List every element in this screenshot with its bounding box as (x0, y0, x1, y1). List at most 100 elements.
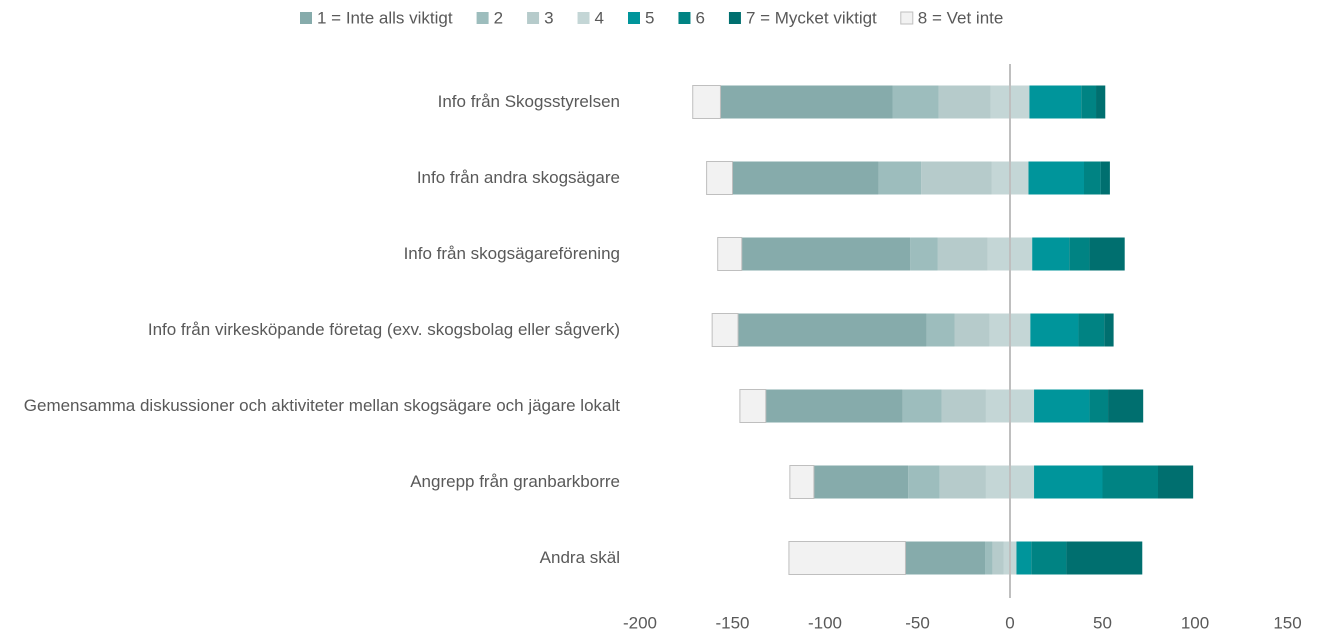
legend-label: 7 = Mycket viktigt (746, 8, 877, 27)
bar-segment (892, 85, 939, 119)
bar-segment (1010, 313, 1031, 347)
bar-segment (990, 85, 1010, 119)
bar-segment (1010, 389, 1035, 423)
category-label: Info från Skogsstyrelsen (5, 72, 620, 132)
x-tick-label: -200 (623, 613, 657, 632)
bar-segment (1010, 541, 1017, 575)
bar-segment (941, 389, 986, 423)
bar-segment (1034, 389, 1090, 423)
bar-segment (1016, 541, 1032, 575)
legend-label: 6 (695, 8, 704, 27)
bar-segment (1081, 85, 1097, 119)
bar-segment (926, 313, 955, 347)
category-label: Info från skogsägareförening (5, 224, 620, 284)
bar-segment (1031, 541, 1067, 575)
bar-segment (1096, 85, 1106, 119)
bar-segment (908, 465, 940, 499)
x-tick-label: -100 (808, 613, 842, 632)
bar-segment (732, 161, 879, 195)
bar-segment (789, 465, 815, 499)
bar-segment (1010, 237, 1033, 271)
category-label: Andra skäl (5, 528, 620, 588)
legend-label: 4 (595, 8, 604, 27)
legend-swatch (900, 11, 914, 25)
bar-segment (921, 161, 992, 195)
bar-segment (717, 237, 743, 271)
legend-swatch (678, 12, 691, 24)
bar-segment (954, 313, 990, 347)
bar-segment (738, 313, 927, 347)
bar-segment (1089, 389, 1109, 423)
category-text: Info från virkesköpande företag (exv. sk… (147, 320, 620, 339)
category-label: Gemensamma diskussioner och aktiviteter … (5, 376, 620, 436)
category-text: Info från skogsägareförening (403, 244, 620, 263)
bar-segment (905, 541, 986, 575)
bar-segment (765, 389, 903, 423)
bar-segment (711, 313, 739, 347)
bar-segment (937, 237, 988, 271)
legend-swatch (728, 12, 741, 24)
bar-segment (1030, 313, 1079, 347)
bar-segment (992, 541, 1004, 575)
bar-segment (1032, 237, 1070, 271)
bar-segment (1003, 541, 1010, 575)
bar-segment (910, 237, 938, 271)
bar-segment (902, 389, 942, 423)
legend-label: 2 (494, 8, 503, 27)
x-tick-label: -50 (905, 613, 930, 632)
bar-segment (1104, 313, 1114, 347)
bar-segment (1010, 161, 1029, 195)
bar-segment (692, 85, 721, 119)
bar-segment (1029, 85, 1082, 119)
x-tick-label: 0 (1005, 613, 1014, 632)
x-tick-label: 50 (1093, 613, 1112, 632)
bar-segment (991, 161, 1010, 195)
bar-segment (741, 237, 911, 271)
bar-segment (1089, 237, 1125, 271)
x-tick-label: 100 (1181, 613, 1209, 632)
bar-segment (985, 541, 993, 575)
legend-label: 3 (544, 8, 553, 27)
bar-segment (989, 313, 1010, 347)
bar-segment (1010, 465, 1035, 499)
bar-segment (813, 465, 909, 499)
bar-segment (788, 541, 906, 575)
category-text: Info från andra skogsägare (416, 168, 620, 187)
category-text: Info från Skogsstyrelsen (437, 92, 620, 111)
x-tick-label: 150 (1273, 613, 1301, 632)
bar-segment (987, 237, 1010, 271)
bar-segment (1028, 161, 1084, 195)
legend-swatch (476, 12, 489, 24)
bar-segment (985, 389, 1010, 423)
bar-segment (1034, 465, 1103, 499)
bar-segment (1100, 161, 1110, 195)
category-text: Angrepp från granbarkborre (410, 472, 620, 491)
bar-segment (1102, 465, 1158, 499)
legend-swatch (577, 12, 590, 24)
bar-segment (1010, 85, 1030, 119)
category-label: Angrepp från granbarkborre (5, 452, 620, 512)
bar-segment (1066, 541, 1143, 575)
bar-segment (1084, 161, 1101, 195)
legend-label: 8 = Vet inte (918, 8, 1004, 27)
bar-segment (1069, 237, 1090, 271)
legend-swatch (628, 12, 640, 24)
bar-segment (985, 465, 1010, 499)
category-text: Gemensamma diskussioner och aktiviteter … (23, 396, 620, 415)
x-tick-label: -150 (715, 613, 749, 632)
bar-segment (1078, 313, 1105, 347)
bar-segment (739, 389, 767, 423)
legend-label: 5 (645, 8, 654, 27)
category-text: Andra skäl (539, 548, 620, 567)
bar-segment (720, 85, 893, 119)
category-label: Info från andra skogsägare (5, 148, 620, 208)
bar-segment (878, 161, 922, 195)
legend-swatch (527, 12, 540, 24)
category-label: Info från virkesköpande företag (exv. sk… (5, 300, 620, 360)
legend-swatch (300, 12, 312, 24)
bar-segment (938, 85, 991, 119)
bar-segment (939, 465, 986, 499)
bar-segment (706, 161, 733, 195)
